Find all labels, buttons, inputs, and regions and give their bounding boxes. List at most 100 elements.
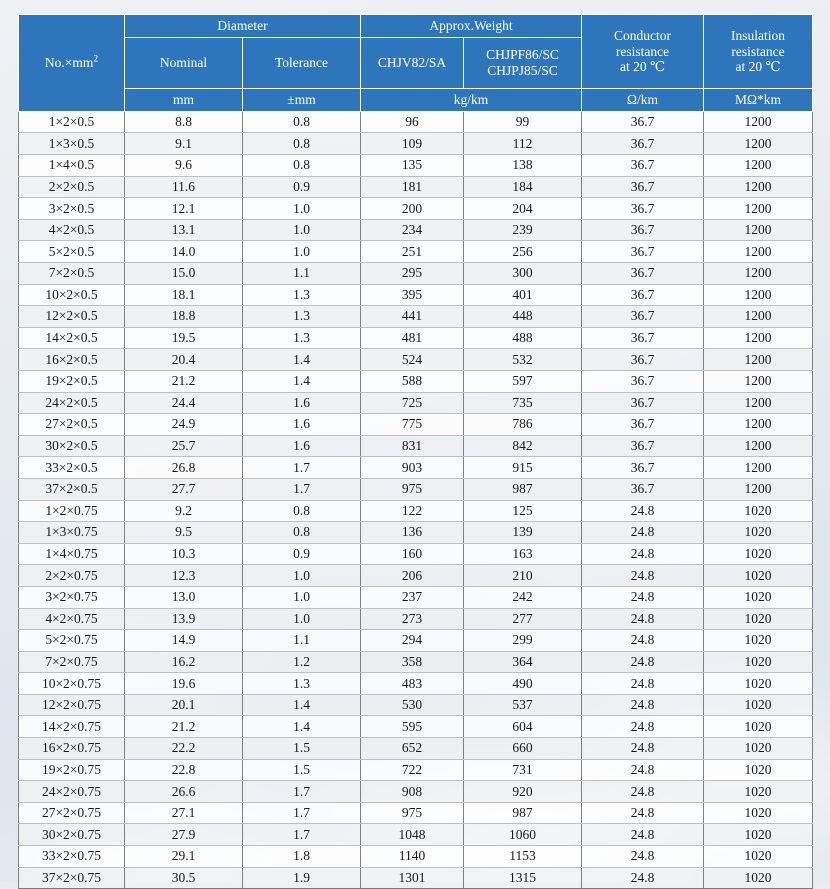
- table-cell: 364: [463, 650, 583, 674]
- header-unit-tolerance: ±mm: [241, 87, 362, 112]
- table-cell: 448: [463, 305, 583, 328]
- table-cell: 13.9: [124, 607, 243, 631]
- table-row: 5×2×0.5 14.0 1.0 251 256 36.7 1200: [18, 240, 814, 263]
- table-cell: 24.8: [581, 650, 705, 674]
- table-cell: 3×2×0.5: [18, 197, 125, 220]
- table-cell: 1020: [703, 780, 814, 803]
- table-cell: 530: [360, 693, 465, 717]
- table-cell: 1301: [360, 866, 465, 889]
- table-row: 10×2×0.5 18.1 1.3 395 401 36.7 1200: [18, 283, 814, 307]
- table-cell: 21.2: [124, 369, 243, 393]
- table-row: 14×2×0.75 21.2 1.4 595 604 24.8 1020: [18, 715, 814, 739]
- table-row: 27×2×0.5 24.9 1.6 775 786 36.7 1200: [18, 413, 814, 436]
- table-cell: 1020: [703, 715, 814, 739]
- table-cell: 36.7: [581, 154, 705, 177]
- table-cell: 24.8: [581, 542, 705, 566]
- table-cell: 300: [463, 262, 583, 285]
- table-cell: 37×2×0.75: [18, 866, 125, 889]
- table-cell: 1×3×0.5: [18, 132, 125, 156]
- table-cell: 1140: [360, 845, 465, 868]
- table-cell: 1.3: [241, 326, 362, 350]
- header-weight-chjpf86sc-line1: CHJPF86/SC: [486, 47, 559, 62]
- table-row: 7×2×0.5 15.0 1.1 295 300 36.7 1200: [18, 262, 814, 285]
- table-cell: 163: [463, 542, 583, 566]
- table-cell: 532: [463, 348, 583, 371]
- table-cell: 36.7: [581, 283, 705, 307]
- table-cell: 604: [463, 715, 583, 739]
- table-cell: 14×2×0.75: [18, 715, 125, 739]
- table-cell: 24.8: [581, 737, 705, 760]
- table-cell: 0.9: [241, 175, 362, 199]
- table-cell: 27×2×0.5: [18, 413, 125, 436]
- table-cell: 237: [360, 585, 465, 609]
- table-cell: 725: [360, 391, 465, 415]
- table-row: 4×2×0.5 13.1 1.0 234 239 36.7 1200: [18, 218, 814, 242]
- table-cell: 588: [360, 369, 465, 393]
- table-cell: 975: [360, 801, 465, 825]
- table-cell: 731: [463, 758, 583, 782]
- header-unit-nominal: mm: [124, 87, 243, 112]
- table-cell: 12×2×0.5: [18, 305, 125, 328]
- table-cell: 842: [463, 434, 583, 458]
- table-cell: 2×2×0.5: [18, 175, 125, 199]
- table-cell: 1.0: [241, 607, 362, 631]
- table-cell: 1.1: [241, 629, 362, 652]
- table-cell: 18.8: [124, 305, 243, 328]
- table-cell: 660: [463, 737, 583, 760]
- table-cell: 488: [463, 326, 583, 350]
- table-cell: 36.7: [581, 391, 705, 415]
- table-cell: 975: [360, 477, 465, 501]
- table-cell: 1200: [703, 326, 814, 350]
- header-spec-label: No.×mm2: [18, 14, 125, 112]
- table-cell: 1.3: [241, 672, 362, 695]
- table-cell: 20.4: [124, 348, 243, 371]
- table-row: 12×2×0.5 18.8 1.3 441 448 36.7 1200: [18, 305, 814, 328]
- table-cell: 184: [463, 175, 583, 199]
- table-cell: 36.7: [581, 326, 705, 350]
- table-cell: 273: [360, 607, 465, 631]
- table-cell: 24.8: [581, 672, 705, 695]
- table-cell: 16×2×0.5: [18, 348, 125, 371]
- table-cell: 10.3: [124, 542, 243, 566]
- table-cell: 0.8: [241, 154, 362, 177]
- table-cell: 1×4×0.75: [18, 542, 125, 566]
- table-cell: 1.6: [241, 391, 362, 415]
- table-cell: 1.3: [241, 283, 362, 307]
- table-cell: 24.8: [581, 693, 705, 717]
- table-cell: 277: [463, 607, 583, 631]
- table-row: 27×2×0.75 27.1 1.7 975 987 24.8 1020: [18, 801, 814, 825]
- table-cell: 1×4×0.5: [18, 154, 125, 177]
- table-row: 19×2×0.5 21.2 1.4 588 597 36.7 1200: [18, 369, 814, 393]
- table-cell: 36.7: [581, 175, 705, 199]
- table-cell: 12×2×0.75: [18, 693, 125, 717]
- table-cell: 239: [463, 218, 583, 242]
- table-cell: 125: [463, 499, 583, 523]
- table-cell: 1.9: [241, 866, 362, 889]
- table-cell: 1048: [360, 823, 465, 847]
- table-row: 1×3×0.75 9.5 0.8 136 139 24.8 1020: [18, 521, 814, 544]
- table-cell: 24.8: [581, 823, 705, 847]
- table-cell: 29.1: [124, 845, 243, 868]
- header-insulation-resistance: Insulation resistance at 20 ℃: [703, 14, 814, 89]
- table-cell: 10×2×0.75: [18, 672, 125, 695]
- table-cell: 24.8: [581, 758, 705, 782]
- table-cell: 358: [360, 650, 465, 674]
- table-row: 1×4×0.5 9.6 0.8 135 138 36.7 1200: [18, 154, 814, 177]
- table-cell: 441: [360, 305, 465, 328]
- table-cell: 1200: [703, 305, 814, 328]
- table-cell: 1.0: [241, 585, 362, 609]
- table-cell: 395: [360, 283, 465, 307]
- table-cell: 36.7: [581, 218, 705, 242]
- table-cell: 0.8: [241, 499, 362, 523]
- table-row: 3×2×0.5 12.1 1.0 200 204 36.7 1200: [18, 197, 814, 220]
- table-cell: 256: [463, 240, 583, 263]
- header-spec-superscript: 2: [93, 54, 99, 65]
- table-cell: 490: [463, 672, 583, 695]
- table-cell: 1200: [703, 456, 814, 479]
- table-cell: 24.8: [581, 585, 705, 609]
- header-diameter-tolerance: Tolerance: [241, 36, 362, 89]
- table-cell: 181: [360, 175, 465, 199]
- table-cell: 1020: [703, 607, 814, 631]
- table-cell: 19.5: [124, 326, 243, 350]
- header-conductor-resistance-line2: resistance: [615, 43, 670, 59]
